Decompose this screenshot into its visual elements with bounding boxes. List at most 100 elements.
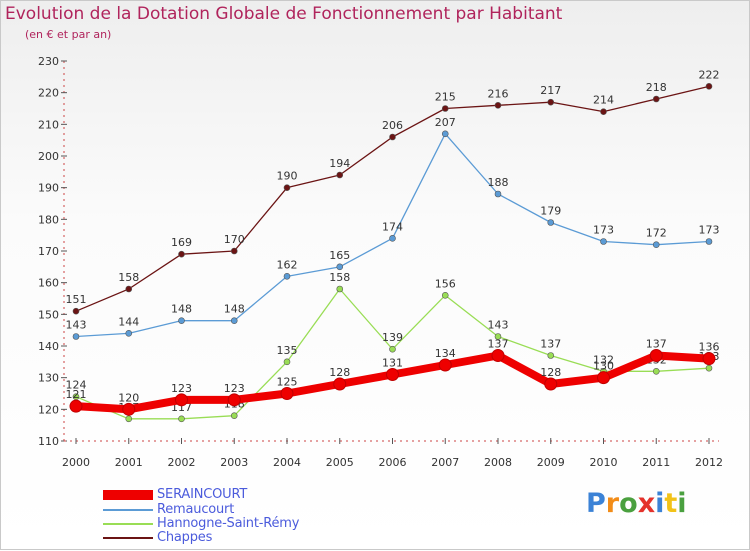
chart-title: Evolution de la Dotation Globale de Fonc… (5, 4, 563, 24)
y-tick-label: 160 (38, 277, 59, 290)
x-tick-label: 2004 (273, 456, 301, 469)
data-label-remaucourt: 172 (646, 227, 667, 240)
x-tick-label: 2010 (590, 456, 618, 469)
data-point-chappes (389, 133, 396, 141)
data-point-seraincourt (597, 371, 610, 385)
data-label-seraincourt: 121 (66, 388, 87, 401)
data-label-seraincourt: 128 (540, 366, 561, 379)
data-label-hannogne-saint-r-my: 132 (593, 353, 614, 366)
legend-item-chappes: Chappes (103, 530, 212, 545)
x-tick-label: 2003 (220, 456, 248, 469)
data-point-hannogne-saint-r-my (441, 292, 449, 299)
data-label-hannogne-saint-r-my: 139 (382, 331, 403, 344)
legend-swatch-hannogne (103, 522, 153, 525)
y-tick-label: 180 (38, 213, 59, 226)
y-tick-label: 230 (38, 55, 59, 68)
data-label-seraincourt: 125 (277, 376, 298, 389)
chart-subtitle: (en € et par an) (25, 28, 112, 41)
data-point-chappes (125, 285, 133, 293)
y-tick-label: 190 (38, 182, 59, 195)
data-point-chappes (494, 102, 502, 109)
data-label-seraincourt: 123 (171, 382, 192, 395)
data-point-seraincourt (544, 377, 558, 391)
data-label-remaucourt: 143 (66, 319, 87, 332)
data-point-hannogne-saint-r-my (652, 368, 660, 375)
data-label-seraincourt: 120 (118, 391, 139, 404)
y-tick-label: 200 (38, 150, 59, 163)
data-label-remaucourt: 174 (382, 220, 403, 233)
data-point-remaucourt (547, 219, 555, 226)
data-point-chappes (283, 184, 291, 191)
x-tick-label: 2001 (115, 456, 143, 469)
data-point-seraincourt (491, 349, 505, 362)
legend-label: SERAINCOURT (157, 487, 248, 502)
x-tick-label: 2012 (695, 456, 723, 469)
y-tick-label: 170 (38, 245, 59, 258)
legend-label: Chappes (157, 530, 213, 545)
data-point-remaucourt (494, 190, 502, 198)
data-label-chappes: 194 (329, 157, 350, 170)
data-label-remaucourt: 148 (224, 303, 245, 316)
data-point-chappes (178, 250, 185, 258)
data-point-seraincourt (438, 358, 452, 372)
legend-label: Remaucourt (157, 502, 235, 517)
data-point-chappes (600, 108, 607, 115)
data-label-hannogne-saint-r-my: 137 (540, 338, 561, 351)
legend-label: Hannogne-Saint-Rémy (157, 516, 300, 531)
y-tick-label: 150 (38, 308, 59, 321)
x-tick-label: 2011 (642, 456, 670, 469)
x-tick-label: 2007 (431, 456, 459, 469)
data-label-remaucourt: 173 (699, 224, 720, 237)
logo-letter: x (637, 488, 656, 519)
data-point-seraincourt (702, 352, 716, 366)
data-label-remaucourt: 165 (329, 249, 350, 262)
data-label-remaucourt: 148 (171, 303, 192, 316)
data-point-remaucourt (600, 238, 607, 245)
legend-item-hannogne: Hannogne-Saint-Rémy (103, 516, 299, 531)
data-label-remaucourt: 173 (593, 224, 614, 237)
data-label-hannogne-saint-r-my: 158 (329, 271, 350, 284)
data-label-remaucourt: 188 (488, 176, 509, 189)
x-tick-label: 2005 (326, 456, 354, 469)
data-label-seraincourt: 130 (593, 360, 614, 373)
logo-letter: o (619, 488, 638, 519)
data-label-remaucourt: 162 (277, 258, 298, 271)
data-label-chappes: 151 (66, 293, 87, 306)
data-label-seraincourt: 134 (435, 347, 456, 360)
data-label-chappes: 170 (224, 233, 245, 246)
logo-letter: i (655, 488, 665, 519)
data-point-remaucourt (336, 263, 344, 271)
x-tick-label: 2000 (62, 456, 90, 469)
logo-letter: r (605, 488, 620, 519)
data-point-hannogne-saint-r-my (178, 415, 185, 423)
x-tick-label: 2002 (168, 456, 196, 469)
data-label-chappes: 169 (171, 236, 192, 249)
legend-item-remaucourt: Remaucourt (103, 502, 234, 517)
data-label-chappes: 216 (488, 87, 509, 100)
data-label-seraincourt: 137 (488, 338, 509, 351)
y-tick-label: 120 (38, 403, 59, 416)
data-point-remaucourt (441, 130, 449, 138)
data-label-seraincourt: 128 (329, 366, 350, 379)
data-point-hannogne-saint-r-my (389, 345, 396, 353)
data-label-seraincourt: 131 (382, 357, 403, 370)
y-tick-label: 130 (38, 372, 59, 385)
data-point-chappes (441, 105, 449, 112)
data-point-chappes (652, 95, 660, 103)
legend-swatch-chappes (103, 536, 153, 539)
data-point-chappes (336, 171, 344, 179)
data-point-seraincourt (333, 377, 347, 391)
data-point-chappes (72, 307, 80, 315)
data-point-hannogne-saint-r-my (494, 333, 502, 340)
data-point-seraincourt (69, 399, 83, 413)
data-point-remaucourt (283, 273, 291, 280)
data-label-chappes: 190 (277, 170, 298, 183)
y-tick-label: 210 (38, 118, 59, 131)
data-point-seraincourt (227, 393, 241, 407)
data-point-seraincourt (386, 368, 399, 381)
data-point-hannogne-saint-r-my (283, 358, 291, 366)
data-label-remaucourt: 207 (435, 116, 456, 129)
data-point-hannogne-saint-r-my (336, 285, 344, 293)
